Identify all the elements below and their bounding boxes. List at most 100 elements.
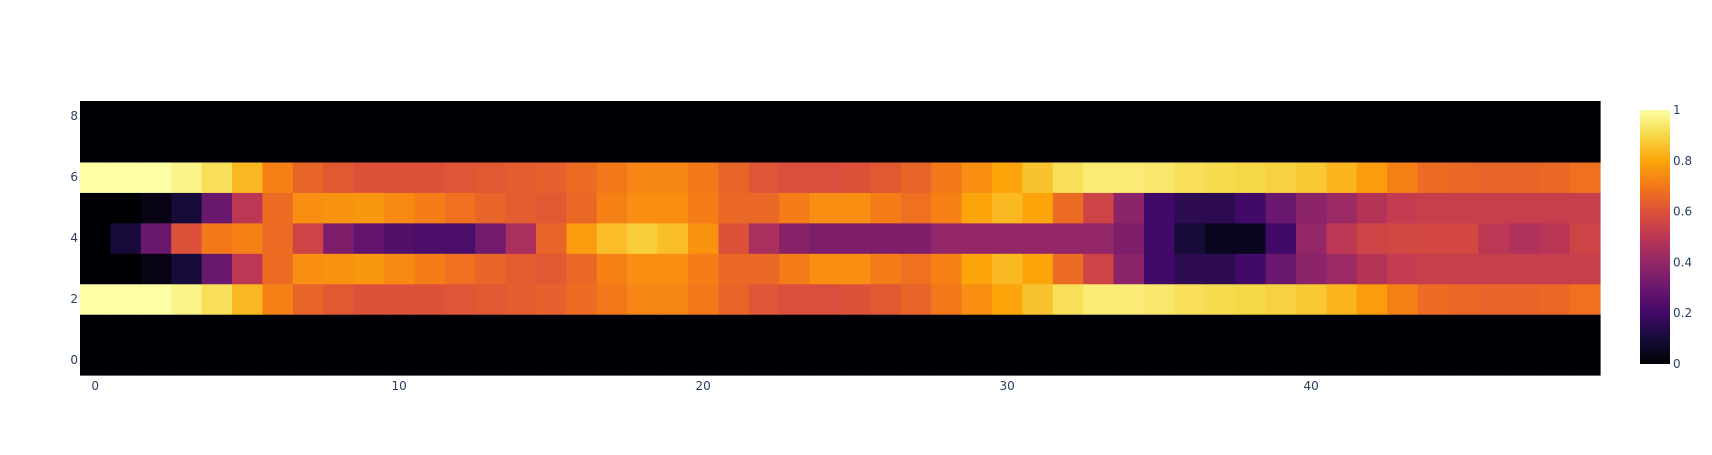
heatmap-cell[interactable] (627, 192, 659, 224)
heatmap-cell[interactable] (688, 161, 719, 193)
heatmap-cell[interactable] (1296, 314, 1327, 346)
heatmap-cell[interactable] (1113, 101, 1145, 133)
heatmap-cell[interactable] (1448, 161, 1479, 193)
heatmap-cell[interactable] (323, 283, 355, 315)
heatmap-cell[interactable] (262, 192, 294, 224)
heatmap-cell[interactable] (1539, 253, 1571, 285)
heatmap-cell[interactable] (1204, 314, 1236, 346)
heatmap-cell[interactable] (1022, 101, 1054, 133)
heatmap-cell[interactable] (353, 344, 385, 376)
heatmap-cell[interactable] (1478, 314, 1510, 346)
heatmap-cell[interactable] (1448, 131, 1479, 163)
heatmap-cell[interactable] (1296, 222, 1327, 254)
heatmap-cell[interactable] (323, 222, 355, 254)
heatmap-cell[interactable] (1083, 161, 1115, 193)
heatmap-cell[interactable] (566, 131, 598, 163)
heatmap-cell[interactable] (1387, 283, 1419, 315)
heatmap-cell[interactable] (232, 222, 263, 254)
heatmap-cell[interactable] (961, 283, 993, 315)
heatmap-cell[interactable] (779, 131, 811, 163)
heatmap-cell[interactable] (1569, 101, 1601, 133)
heatmap-cell[interactable] (1113, 131, 1145, 163)
heatmap-cell[interactable] (748, 131, 780, 163)
heatmap-cell[interactable] (323, 161, 355, 193)
heatmap-cell[interactable] (748, 314, 780, 346)
heatmap-cell[interactable] (1539, 222, 1571, 254)
heatmap-cell[interactable] (627, 314, 659, 346)
heatmap-cell[interactable] (1508, 314, 1540, 346)
heatmap-cell[interactable] (1417, 101, 1449, 133)
heatmap-cell[interactable] (596, 222, 628, 254)
heatmap-cell[interactable] (1539, 101, 1571, 133)
heatmap-cell[interactable] (566, 101, 598, 133)
heatmap-cell[interactable] (1144, 283, 1175, 315)
heatmap-cell[interactable] (475, 344, 507, 376)
heatmap-cell[interactable] (444, 161, 476, 193)
heatmap-cell[interactable] (536, 344, 567, 376)
heatmap-cell[interactable] (414, 161, 446, 193)
heatmap-cell[interactable] (384, 344, 415, 376)
heatmap-cell[interactable] (748, 253, 780, 285)
heatmap-cell[interactable] (1144, 314, 1175, 346)
heatmap-cell[interactable] (1174, 344, 1206, 376)
heatmap-cell[interactable] (657, 253, 689, 285)
heatmap-cell[interactable] (444, 222, 476, 254)
heatmap-cell[interactable] (1235, 253, 1267, 285)
heatmap-cell[interactable] (748, 192, 780, 224)
heatmap-cell[interactable] (657, 131, 689, 163)
heatmap-cell[interactable] (1113, 253, 1145, 285)
heatmap-cell[interactable] (1296, 101, 1327, 133)
heatmap-cell[interactable] (232, 101, 263, 133)
heatmap-cell[interactable] (1083, 283, 1115, 315)
heatmap-cell[interactable] (1265, 222, 1297, 254)
heatmap-cell[interactable] (1448, 192, 1479, 224)
heatmap-cell[interactable] (931, 344, 963, 376)
heatmap-cell[interactable] (779, 344, 811, 376)
heatmap-cell[interactable] (262, 344, 294, 376)
heatmap-cell[interactable] (1387, 131, 1419, 163)
heatmap-cell[interactable] (718, 101, 750, 133)
heatmap-cell[interactable] (444, 344, 476, 376)
heatmap-cell[interactable] (1417, 161, 1449, 193)
heatmap-cell[interactable] (292, 101, 324, 133)
heatmap-cell[interactable] (1174, 131, 1206, 163)
heatmap-cell[interactable] (900, 253, 932, 285)
heatmap-cell[interactable] (171, 131, 203, 163)
heatmap-cell[interactable] (1265, 253, 1297, 285)
heatmap-cell[interactable] (201, 253, 233, 285)
heatmap-cell[interactable] (505, 161, 537, 193)
heatmap-cell[interactable] (840, 283, 871, 315)
heatmap-cell[interactable] (444, 253, 476, 285)
heatmap-cell[interactable] (110, 192, 142, 224)
heatmap-cell[interactable] (110, 101, 142, 133)
heatmap-cell[interactable] (1052, 314, 1084, 346)
heatmap-cell[interactable] (171, 283, 203, 315)
heatmap-cell[interactable] (384, 283, 415, 315)
heatmap-cell[interactable] (1356, 283, 1388, 315)
heatmap-cell[interactable] (1569, 253, 1601, 285)
heatmap-cell[interactable] (414, 253, 446, 285)
heatmap-cell[interactable] (657, 101, 689, 133)
heatmap-cell[interactable] (1174, 222, 1206, 254)
heatmap-cell[interactable] (110, 222, 142, 254)
heatmap-cell[interactable] (992, 283, 1023, 315)
heatmap-cell[interactable] (1052, 222, 1084, 254)
heatmap-cell[interactable] (1204, 344, 1236, 376)
heatmap-cell[interactable] (596, 131, 628, 163)
heatmap-cell[interactable] (779, 283, 811, 315)
heatmap-cell[interactable] (1113, 283, 1145, 315)
heatmap-cell[interactable] (718, 192, 750, 224)
heatmap-cell[interactable] (1022, 314, 1054, 346)
heatmap-cell[interactable] (414, 344, 446, 376)
heatmap-cell[interactable] (688, 192, 719, 224)
heatmap-cell[interactable] (536, 314, 567, 346)
heatmap-cell[interactable] (1448, 283, 1479, 315)
heatmap-cell[interactable] (110, 253, 142, 285)
heatmap-cell[interactable] (1174, 101, 1206, 133)
heatmap-cell[interactable] (232, 161, 263, 193)
heatmap-cell[interactable] (140, 253, 172, 285)
heatmap-cell[interactable] (900, 161, 932, 193)
heatmap-cell[interactable] (110, 344, 142, 376)
heatmap-cell[interactable] (201, 131, 233, 163)
heatmap-cell[interactable] (748, 344, 780, 376)
